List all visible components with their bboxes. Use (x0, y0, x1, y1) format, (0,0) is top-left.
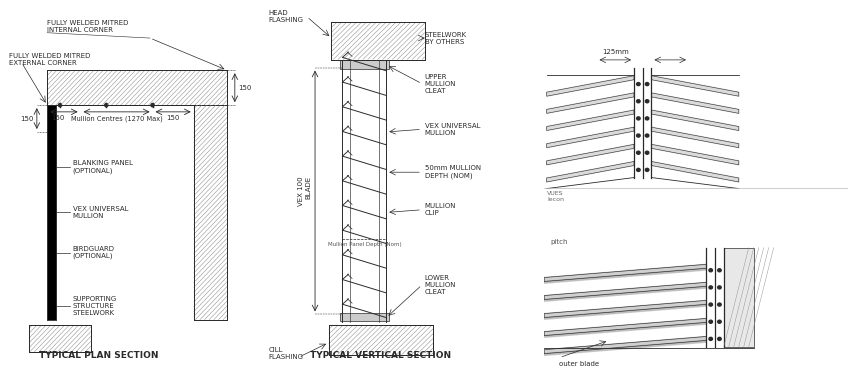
Circle shape (717, 286, 722, 289)
Polygon shape (544, 336, 706, 354)
Text: Mullion Panel Depth (Nom): Mullion Panel Depth (Nom) (327, 243, 401, 248)
Circle shape (637, 82, 640, 86)
Text: 150: 150 (21, 116, 33, 122)
Bar (332, 22, 425, 60)
Circle shape (709, 286, 712, 289)
Bar (340, 60, 388, 69)
Text: BIRDGUARD
(OPTIONAL): BIRDGUARD (OPTIONAL) (73, 246, 115, 259)
Polygon shape (547, 76, 634, 96)
Polygon shape (544, 304, 706, 319)
Polygon shape (651, 144, 739, 165)
Polygon shape (651, 162, 739, 182)
Text: FULLY WELDED MITRED
INTERNAL CORNER: FULLY WELDED MITRED INTERNAL CORNER (47, 20, 129, 33)
Circle shape (637, 117, 640, 120)
Circle shape (105, 104, 108, 107)
Bar (724, 248, 754, 346)
Polygon shape (544, 282, 706, 300)
Circle shape (637, 134, 640, 137)
Text: 125mm: 125mm (602, 50, 629, 55)
Circle shape (637, 151, 640, 154)
Circle shape (645, 117, 649, 120)
Text: LOWER
MULLION
CLEAT: LOWER MULLION CLEAT (425, 275, 456, 295)
Circle shape (717, 303, 722, 306)
Text: 150: 150 (51, 115, 64, 121)
Circle shape (645, 168, 649, 171)
Polygon shape (651, 127, 739, 148)
Text: VEX 100
BLADE: VEX 100 BLADE (298, 176, 311, 206)
Text: HEAD
FLASHING: HEAD FLASHING (268, 10, 303, 23)
Circle shape (717, 269, 722, 272)
Text: FULLY WELDED MITRED
EXTERNAL CORNER: FULLY WELDED MITRED EXTERNAL CORNER (9, 53, 90, 66)
Polygon shape (547, 93, 634, 113)
Text: 50mm MULLION
DEPTH (NOM): 50mm MULLION DEPTH (NOM) (425, 165, 481, 179)
Text: UPPER
MULLION
CLEAT: UPPER MULLION CLEAT (425, 74, 456, 94)
Bar (194, 105, 227, 320)
Polygon shape (547, 110, 634, 130)
Text: VUES
lecon: VUES lecon (548, 191, 564, 202)
Polygon shape (547, 127, 634, 148)
Circle shape (709, 338, 712, 340)
Polygon shape (544, 340, 706, 356)
Circle shape (709, 320, 712, 323)
Circle shape (645, 82, 649, 86)
Circle shape (645, 134, 649, 137)
Text: SUPPORTING
STRUCTURE
STEELWORK: SUPPORTING STRUCTURE STEELWORK (73, 296, 117, 316)
Polygon shape (547, 162, 634, 182)
Text: pitch: pitch (550, 239, 568, 245)
Bar (47, 70, 227, 105)
Text: VEX UNIVERSAL
MULLION: VEX UNIVERSAL MULLION (425, 123, 480, 136)
Text: STEELWORK
BY OTHERS: STEELWORK BY OTHERS (425, 32, 467, 45)
Text: TYPICAL VERTICAL SECTION: TYPICAL VERTICAL SECTION (310, 351, 452, 360)
Text: 150: 150 (238, 85, 251, 91)
Text: BLANKING PANEL
(OPTIONAL): BLANKING PANEL (OPTIONAL) (73, 160, 133, 174)
Circle shape (709, 303, 712, 306)
Text: VEX UNIVERSAL
MULLION: VEX UNIVERSAL MULLION (73, 206, 129, 219)
Polygon shape (544, 268, 706, 283)
Circle shape (645, 100, 649, 103)
Polygon shape (544, 322, 706, 338)
Polygon shape (544, 318, 706, 336)
Circle shape (58, 104, 62, 107)
Bar (47, 105, 57, 320)
Bar (29, 325, 91, 352)
Polygon shape (544, 300, 706, 318)
Polygon shape (544, 264, 706, 282)
Text: TYPICAL PLAN SECTION: TYPICAL PLAN SECTION (39, 351, 159, 360)
Circle shape (717, 320, 722, 323)
Circle shape (637, 168, 640, 171)
Polygon shape (547, 144, 634, 165)
Polygon shape (651, 110, 739, 130)
Text: outer blade: outer blade (560, 361, 600, 367)
Polygon shape (651, 93, 739, 113)
Circle shape (645, 151, 649, 154)
Bar (329, 325, 433, 355)
Bar (340, 312, 388, 321)
Circle shape (637, 100, 640, 103)
Circle shape (151, 104, 154, 107)
Polygon shape (544, 286, 706, 301)
Text: Mullion Centres (1270 Max): Mullion Centres (1270 Max) (70, 115, 163, 122)
Text: 150: 150 (166, 115, 180, 121)
Circle shape (717, 338, 722, 340)
Polygon shape (651, 76, 739, 96)
Circle shape (709, 269, 712, 272)
Text: MULLION
CLIP: MULLION CLIP (425, 203, 456, 216)
Text: CILL
FLASHING: CILL FLASHING (268, 347, 303, 360)
